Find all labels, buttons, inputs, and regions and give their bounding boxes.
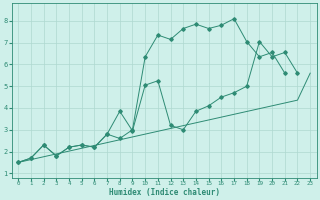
X-axis label: Humidex (Indice chaleur): Humidex (Indice chaleur) — [109, 188, 220, 197]
